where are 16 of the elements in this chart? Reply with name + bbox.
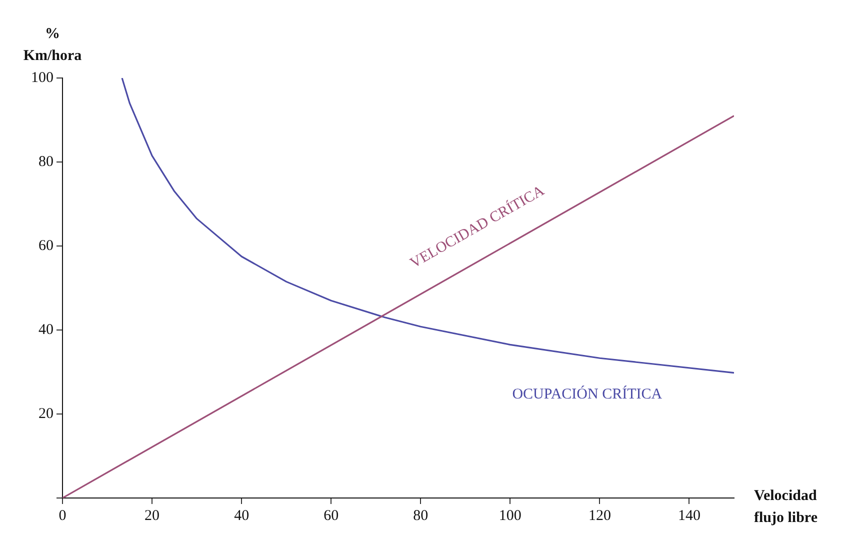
- x-tick-label: 20: [144, 508, 160, 524]
- y-tick-label: 40: [38, 322, 54, 338]
- x-tick-label: 0: [58, 508, 66, 524]
- x-axis-title: Velocidad flujo libre: [754, 488, 818, 526]
- y-axis-title: % Km/hora: [23, 26, 82, 64]
- x-tick-label: 40: [234, 508, 250, 524]
- y-tick-label: 60: [38, 238, 54, 254]
- y-tick-label: 100: [31, 70, 54, 86]
- x-tick-label: 80: [413, 508, 428, 524]
- y-tick-label: 20: [38, 406, 54, 422]
- x-tick-label: 60: [324, 508, 339, 524]
- x-tick-label: 120: [588, 508, 611, 524]
- y-tick-label: 80: [38, 154, 54, 170]
- x-tick-label: 140: [678, 508, 700, 524]
- series-label: OCUPACIÓN CRÍTICA: [512, 385, 662, 402]
- x-tick-label: 100: [498, 508, 522, 524]
